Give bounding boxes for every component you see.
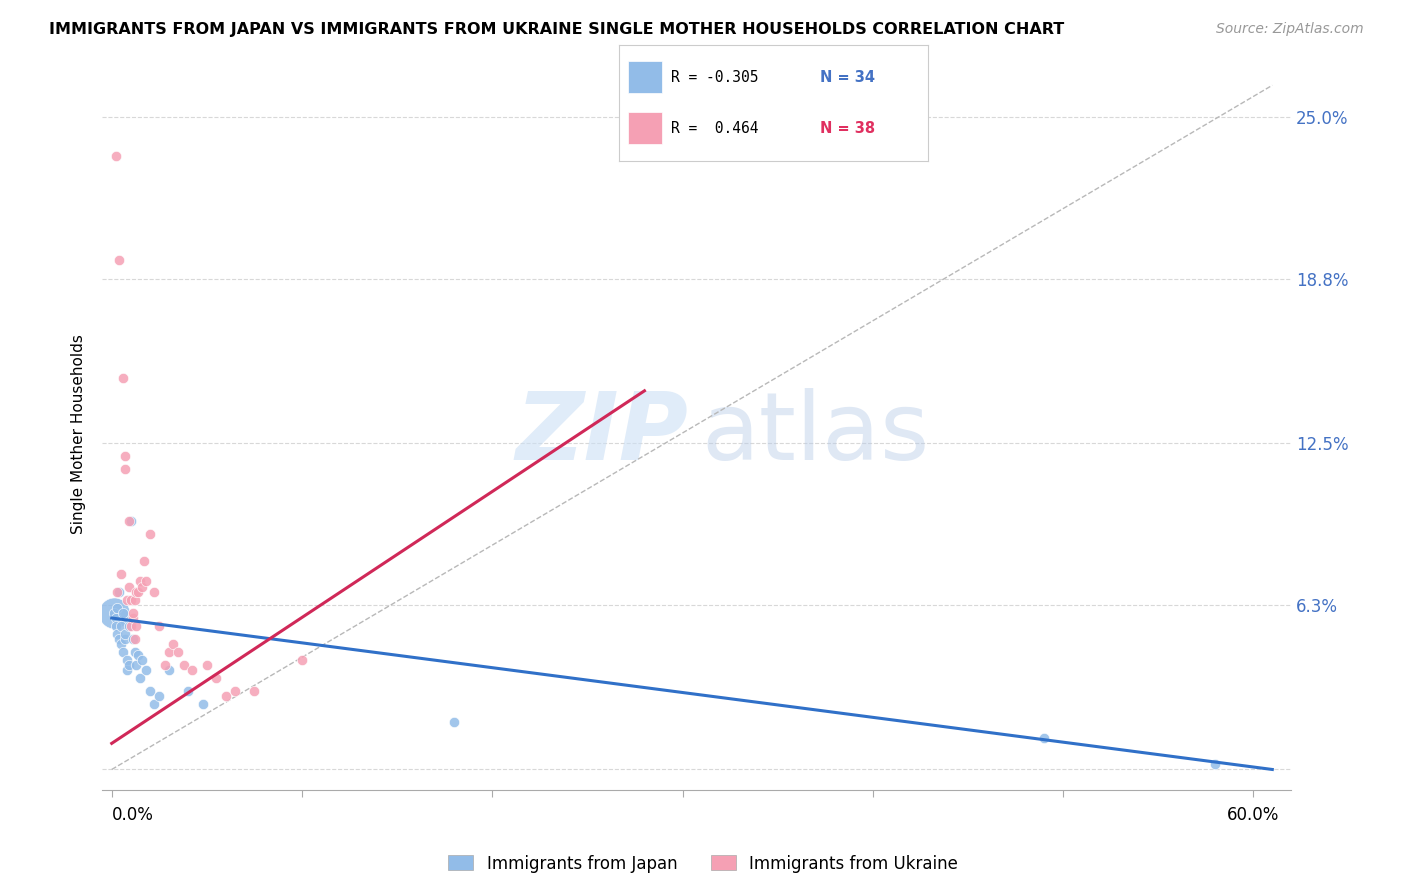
Point bbox=[131, 580, 153, 594]
Point bbox=[118, 619, 141, 633]
Point bbox=[103, 606, 125, 620]
Point bbox=[120, 592, 142, 607]
Point bbox=[118, 658, 141, 673]
Point bbox=[443, 715, 465, 730]
Point bbox=[118, 580, 141, 594]
Point bbox=[104, 611, 127, 625]
Point bbox=[107, 600, 129, 615]
Point bbox=[191, 697, 214, 711]
Point bbox=[148, 690, 170, 704]
Point bbox=[120, 515, 142, 529]
Point bbox=[125, 658, 148, 673]
Point bbox=[118, 515, 141, 529]
Text: atlas: atlas bbox=[702, 388, 929, 480]
Point bbox=[108, 632, 131, 646]
Point bbox=[167, 645, 190, 659]
Point bbox=[120, 619, 142, 633]
Text: 60.0%: 60.0% bbox=[1227, 806, 1279, 824]
Point bbox=[110, 637, 132, 651]
Point bbox=[124, 632, 146, 646]
Point bbox=[131, 653, 153, 667]
Bar bbox=[628, 61, 662, 94]
Point bbox=[243, 684, 266, 698]
Point bbox=[148, 619, 170, 633]
Point bbox=[108, 585, 131, 599]
Point bbox=[157, 645, 180, 659]
Point bbox=[177, 684, 200, 698]
Point bbox=[115, 592, 138, 607]
Point bbox=[173, 658, 195, 673]
Point bbox=[139, 527, 162, 541]
Point bbox=[114, 449, 136, 463]
Point bbox=[205, 671, 228, 685]
Point bbox=[125, 619, 148, 633]
Point bbox=[124, 645, 146, 659]
Point bbox=[157, 663, 180, 677]
Point bbox=[129, 574, 152, 589]
Point bbox=[112, 645, 135, 659]
Point bbox=[153, 658, 176, 673]
Text: ZIP: ZIP bbox=[515, 388, 688, 480]
Point bbox=[127, 648, 149, 662]
Text: N = 38: N = 38 bbox=[820, 120, 875, 136]
Point bbox=[114, 626, 136, 640]
Point bbox=[224, 684, 246, 698]
Text: R = -0.305: R = -0.305 bbox=[671, 70, 759, 85]
Point bbox=[195, 658, 218, 673]
Point bbox=[129, 671, 152, 685]
Point bbox=[124, 592, 146, 607]
Point bbox=[103, 606, 125, 620]
Point bbox=[110, 619, 132, 633]
Text: 0.0%: 0.0% bbox=[111, 806, 153, 824]
Text: Source: ZipAtlas.com: Source: ZipAtlas.com bbox=[1216, 22, 1364, 37]
Point bbox=[291, 653, 314, 667]
Point bbox=[110, 566, 132, 581]
Point bbox=[112, 606, 135, 620]
Point bbox=[180, 663, 202, 677]
Legend: Immigrants from Japan, Immigrants from Ukraine: Immigrants from Japan, Immigrants from U… bbox=[441, 848, 965, 880]
Point bbox=[115, 663, 138, 677]
Point bbox=[114, 462, 136, 476]
Point bbox=[107, 626, 129, 640]
Point bbox=[112, 370, 135, 384]
Point bbox=[1204, 757, 1226, 772]
Text: N = 34: N = 34 bbox=[820, 70, 875, 85]
Bar bbox=[628, 112, 662, 145]
Point bbox=[104, 619, 127, 633]
Point bbox=[121, 632, 143, 646]
Point bbox=[125, 585, 148, 599]
Point bbox=[215, 690, 238, 704]
Point bbox=[142, 697, 165, 711]
Point bbox=[162, 637, 184, 651]
Point bbox=[1033, 731, 1056, 746]
Text: R =  0.464: R = 0.464 bbox=[671, 120, 759, 136]
Text: IMMIGRANTS FROM JAPAN VS IMMIGRANTS FROM UKRAINE SINGLE MOTHER HOUSEHOLDS CORREL: IMMIGRANTS FROM JAPAN VS IMMIGRANTS FROM… bbox=[49, 22, 1064, 37]
Point bbox=[135, 663, 157, 677]
Point bbox=[114, 632, 136, 646]
Point bbox=[127, 585, 149, 599]
Point bbox=[142, 585, 165, 599]
Point bbox=[115, 653, 138, 667]
Point bbox=[121, 606, 143, 620]
Point bbox=[135, 574, 157, 589]
Point bbox=[121, 611, 143, 625]
Point bbox=[108, 253, 131, 268]
Point bbox=[132, 553, 155, 567]
Point bbox=[104, 149, 127, 163]
Point bbox=[107, 585, 129, 599]
Point bbox=[139, 684, 162, 698]
Y-axis label: Single Mother Households: Single Mother Households bbox=[72, 334, 86, 533]
